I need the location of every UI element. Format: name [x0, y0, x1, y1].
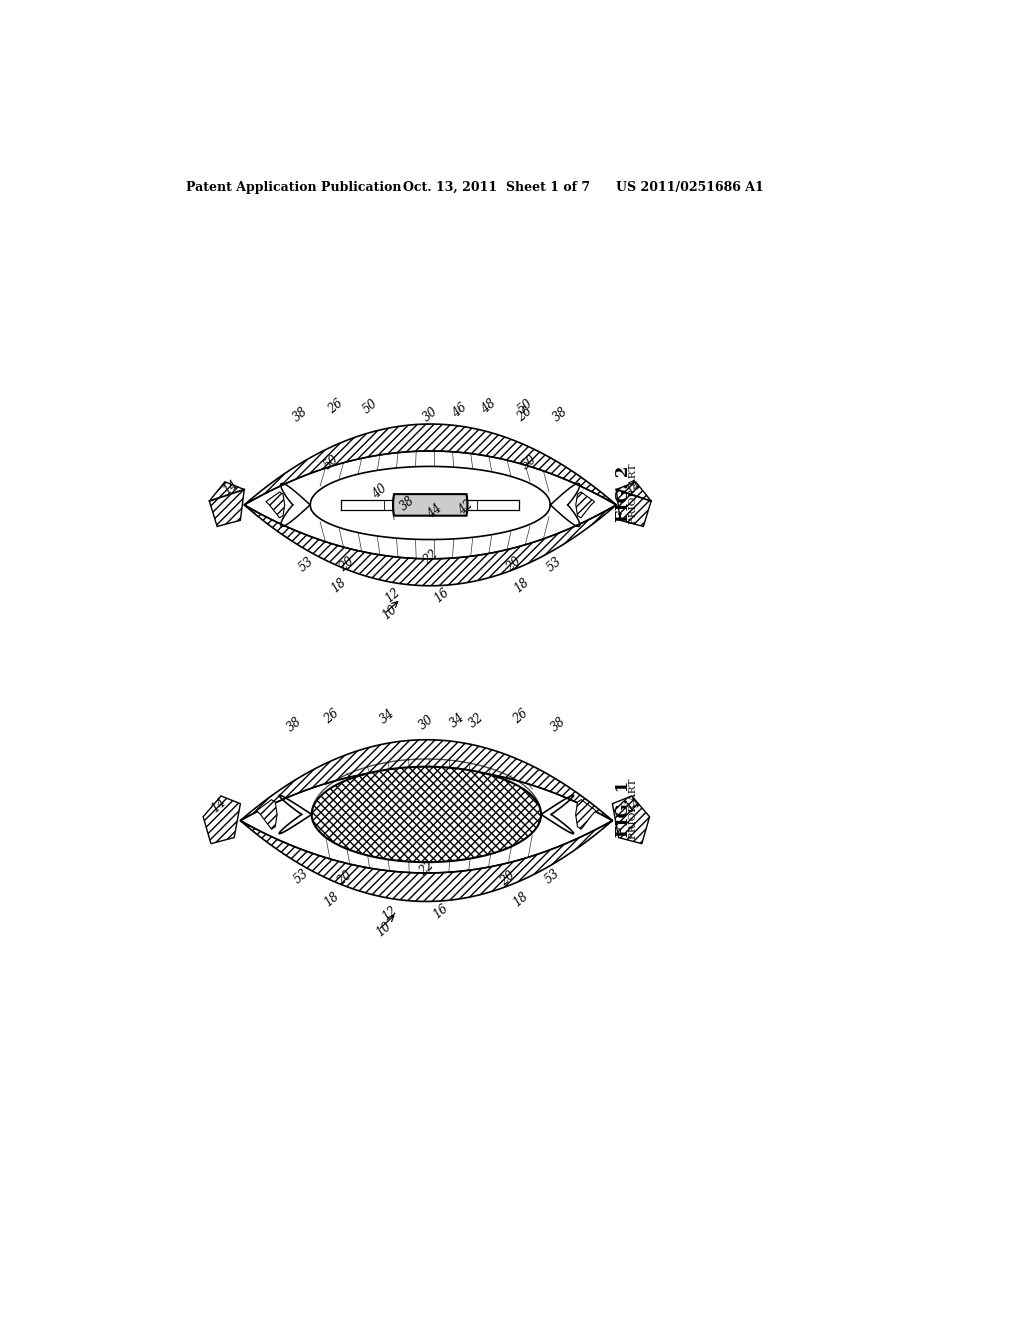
Text: 32: 32 — [467, 710, 486, 730]
Text: 26: 26 — [326, 396, 346, 416]
Text: Oct. 13, 2011  Sheet 1 of 7: Oct. 13, 2011 Sheet 1 of 7 — [403, 181, 590, 194]
Text: 38: 38 — [290, 404, 310, 424]
Text: 50: 50 — [515, 396, 535, 416]
Text: 20: 20 — [504, 556, 524, 574]
Text: 14: 14 — [209, 796, 228, 814]
Text: 14: 14 — [625, 796, 644, 814]
Polygon shape — [203, 796, 241, 843]
Text: 34: 34 — [447, 710, 467, 730]
Text: 48: 48 — [478, 396, 499, 416]
Text: 42: 42 — [456, 498, 475, 517]
Polygon shape — [616, 482, 651, 527]
Text: 38: 38 — [551, 404, 570, 424]
Text: FIG. 2: FIG. 2 — [614, 465, 632, 521]
Text: 38: 38 — [548, 714, 568, 734]
Polygon shape — [209, 482, 245, 527]
Text: Patent Application Publication: Patent Application Publication — [186, 181, 401, 194]
Text: 20: 20 — [498, 869, 518, 888]
Text: 38: 38 — [285, 714, 304, 734]
Text: 44: 44 — [424, 502, 444, 521]
Text: 53: 53 — [542, 866, 562, 886]
Text: 14: 14 — [220, 478, 241, 498]
Polygon shape — [245, 424, 616, 506]
Text: 26: 26 — [511, 706, 530, 726]
Text: 26: 26 — [515, 404, 535, 424]
Text: 53: 53 — [545, 556, 564, 574]
Text: 38: 38 — [397, 494, 417, 513]
Polygon shape — [266, 492, 285, 517]
Text: 34: 34 — [378, 706, 397, 726]
Text: 46: 46 — [450, 401, 470, 421]
Text: 14: 14 — [624, 478, 643, 498]
Polygon shape — [245, 506, 616, 586]
Ellipse shape — [311, 767, 541, 862]
Text: 40: 40 — [370, 482, 390, 500]
Text: 50: 50 — [322, 453, 341, 473]
Text: 20: 20 — [335, 869, 355, 888]
Text: 16: 16 — [430, 902, 451, 921]
Text: 26: 26 — [322, 706, 342, 726]
Text: 50: 50 — [519, 453, 540, 473]
Text: 12: 12 — [383, 586, 403, 606]
Text: 12: 12 — [379, 903, 399, 923]
Text: 18: 18 — [329, 576, 349, 595]
Text: PRIOR ART: PRIOR ART — [629, 463, 638, 524]
Polygon shape — [575, 800, 596, 829]
Polygon shape — [241, 739, 612, 821]
Text: 18: 18 — [322, 890, 342, 909]
Polygon shape — [257, 800, 278, 829]
Text: 18: 18 — [512, 576, 531, 595]
Text: 30: 30 — [417, 713, 436, 731]
Text: 53: 53 — [296, 556, 316, 574]
Polygon shape — [241, 821, 612, 902]
Text: 10: 10 — [374, 920, 393, 940]
Text: FIG. 1: FIG. 1 — [614, 781, 632, 837]
Polygon shape — [612, 796, 649, 843]
Text: 18: 18 — [511, 890, 530, 909]
Polygon shape — [575, 492, 595, 517]
Text: 22: 22 — [417, 858, 436, 878]
Text: 22: 22 — [420, 548, 440, 568]
Text: 50: 50 — [359, 396, 380, 416]
Text: 10: 10 — [380, 603, 400, 623]
Text: US 2011/0251686 A1: US 2011/0251686 A1 — [616, 181, 764, 194]
Text: PRIOR ART: PRIOR ART — [629, 779, 638, 840]
Text: 53: 53 — [291, 866, 310, 886]
Text: 30: 30 — [420, 404, 440, 424]
Polygon shape — [393, 494, 467, 516]
Text: 16: 16 — [432, 586, 452, 606]
Text: 20: 20 — [337, 556, 356, 574]
